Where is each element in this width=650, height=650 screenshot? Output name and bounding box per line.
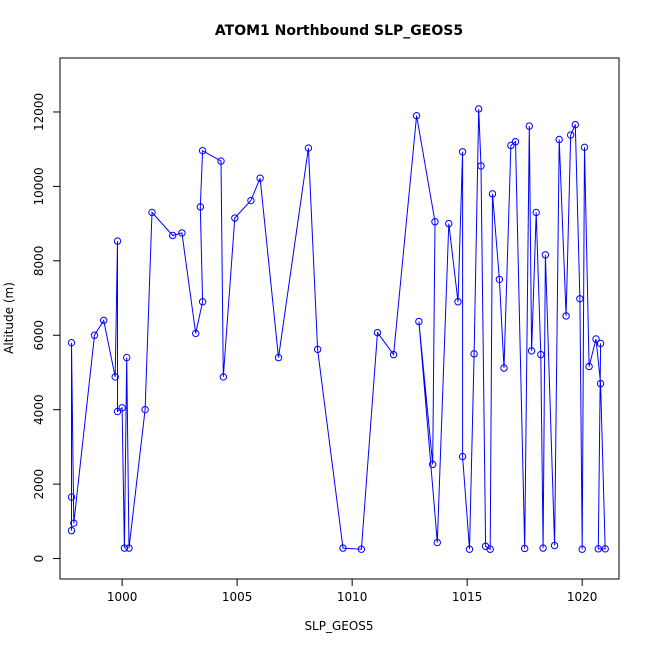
- data-point: [274, 353, 283, 362]
- y-axis: 0 2000 4000 6000 8000 10000 12000: [32, 93, 61, 563]
- data-point: [454, 298, 462, 306]
- data-point: [601, 545, 609, 553]
- data-point: [525, 122, 533, 130]
- data-point: [198, 298, 207, 306]
- data-point: [507, 141, 515, 150]
- data-point: [580, 143, 589, 152]
- chart-title: ATOM1 Northbound SLP_GEOS5: [215, 23, 463, 39]
- data-point: [111, 373, 119, 381]
- data-point: [192, 329, 200, 338]
- data-point: [67, 493, 76, 501]
- x-tick-label: 1005: [222, 590, 253, 604]
- data-point: [70, 519, 78, 527]
- data-point: [219, 373, 228, 381]
- series-layer: [67, 105, 609, 553]
- data-point: [592, 335, 600, 343]
- data-point: [357, 545, 366, 553]
- data-point: [412, 111, 421, 120]
- data-point: [596, 339, 605, 348]
- data-point: [339, 544, 347, 552]
- data-point: [550, 541, 559, 550]
- data-point: [304, 144, 313, 152]
- data-point: [148, 208, 156, 217]
- data-point: [562, 312, 570, 320]
- data-point: [415, 317, 423, 326]
- data-point: [474, 105, 483, 113]
- y-tick-label: 8000: [32, 246, 46, 277]
- data-point: [433, 538, 441, 547]
- y-tick-label: 2000: [32, 469, 46, 500]
- data-point: [541, 251, 550, 259]
- y-tick-label: 10000: [32, 167, 46, 205]
- data-point: [465, 545, 474, 553]
- data-point: [458, 452, 467, 461]
- data-point: [428, 460, 437, 469]
- data-point: [488, 190, 497, 198]
- data-point: [527, 347, 536, 355]
- data-point: [313, 345, 322, 354]
- data-point: [477, 162, 485, 170]
- x-tick-label: 1010: [337, 590, 368, 604]
- data-point: [596, 379, 605, 388]
- data-point: [113, 407, 122, 416]
- data-point: [118, 404, 126, 412]
- data-point: [458, 148, 467, 156]
- data-point: [123, 353, 131, 362]
- data-point: [431, 218, 439, 226]
- data-point: [486, 545, 494, 553]
- data-point: [539, 544, 547, 552]
- data-point: [500, 364, 508, 372]
- x-axis-label: SLP_GEOS5: [304, 619, 373, 633]
- data-point: [594, 545, 602, 553]
- data-point: [256, 174, 264, 182]
- data-point: [141, 405, 149, 414]
- data-point: [532, 208, 540, 217]
- data-point: [217, 157, 225, 165]
- y-tick-label: 12000: [32, 93, 46, 131]
- data-point: [571, 120, 579, 129]
- data-point: [495, 275, 504, 284]
- data-point: [520, 544, 529, 553]
- y-tick-label: 0: [32, 555, 46, 563]
- y-axis-label: Altitude (m): [2, 282, 16, 354]
- data-point: [373, 328, 382, 337]
- data-point: [585, 362, 593, 371]
- x-tick-label: 1020: [567, 590, 598, 604]
- data-point: [100, 316, 108, 325]
- data-point: [247, 196, 255, 205]
- data-point: [67, 526, 76, 535]
- series-line: [71, 108, 606, 551]
- data-point: [90, 331, 99, 339]
- data-point: [576, 295, 584, 303]
- data-point: [578, 545, 586, 553]
- data-point: [67, 338, 76, 347]
- data-point: [178, 229, 186, 237]
- data-point: [389, 350, 398, 359]
- data-point: [445, 219, 453, 228]
- data-point: [555, 135, 563, 144]
- data-point: [231, 214, 239, 222]
- y-tick-label: 6000: [32, 320, 46, 351]
- data-point: [113, 237, 122, 245]
- x-tick-label: 1000: [107, 590, 138, 604]
- data-point: [537, 350, 545, 359]
- x-axis: 1000 1005 1010 1015 1020: [107, 578, 598, 604]
- data-point: [125, 544, 133, 552]
- data-point: [120, 544, 129, 552]
- data-point: [511, 138, 520, 146]
- plot-frame: [59, 57, 620, 580]
- data-point: [196, 203, 205, 211]
- x-tick-label: 1015: [452, 590, 483, 604]
- data-point: [169, 231, 177, 240]
- data-point: [566, 131, 575, 139]
- y-tick-label: 4000: [32, 394, 46, 425]
- data-point: [470, 350, 478, 358]
- data-point: [198, 146, 207, 155]
